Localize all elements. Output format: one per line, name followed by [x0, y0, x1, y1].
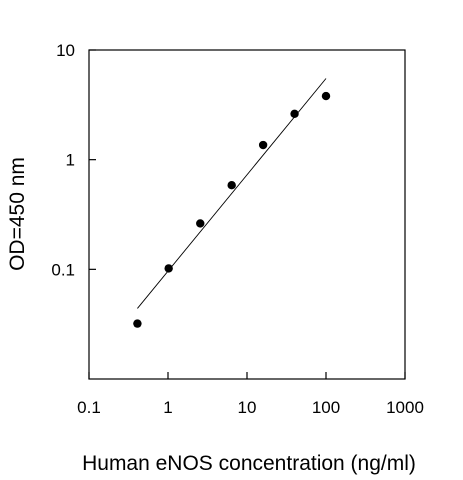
data-point: [164, 264, 173, 273]
x-tick-label: 0.1: [77, 398, 101, 417]
ticks-layer: 0.1 1 10 100 1000 0.1 1 10: [51, 41, 424, 417]
data-point: [196, 219, 205, 228]
data-point: [258, 140, 268, 150]
x-tick-label: 1: [163, 398, 172, 417]
y-tick-label: 0.1: [51, 260, 75, 279]
y-tick-label: 1: [66, 151, 75, 170]
data-point: [227, 181, 236, 190]
x-tick-label: 10: [238, 398, 257, 417]
x-tick-label: 100: [312, 398, 340, 417]
x-tick-label: 1000: [386, 398, 424, 417]
y-tick-label: 10: [56, 41, 75, 60]
data-point: [133, 319, 142, 328]
data-point: [321, 91, 331, 101]
data-point: [290, 109, 299, 118]
plot-frame: [88, 49, 406, 380]
y-axis-title: OD=450 nm: [6, 157, 29, 271]
x-axis-title: Human eNOS concentration (ng/ml): [82, 452, 416, 475]
data-points-layer: [133, 91, 331, 328]
